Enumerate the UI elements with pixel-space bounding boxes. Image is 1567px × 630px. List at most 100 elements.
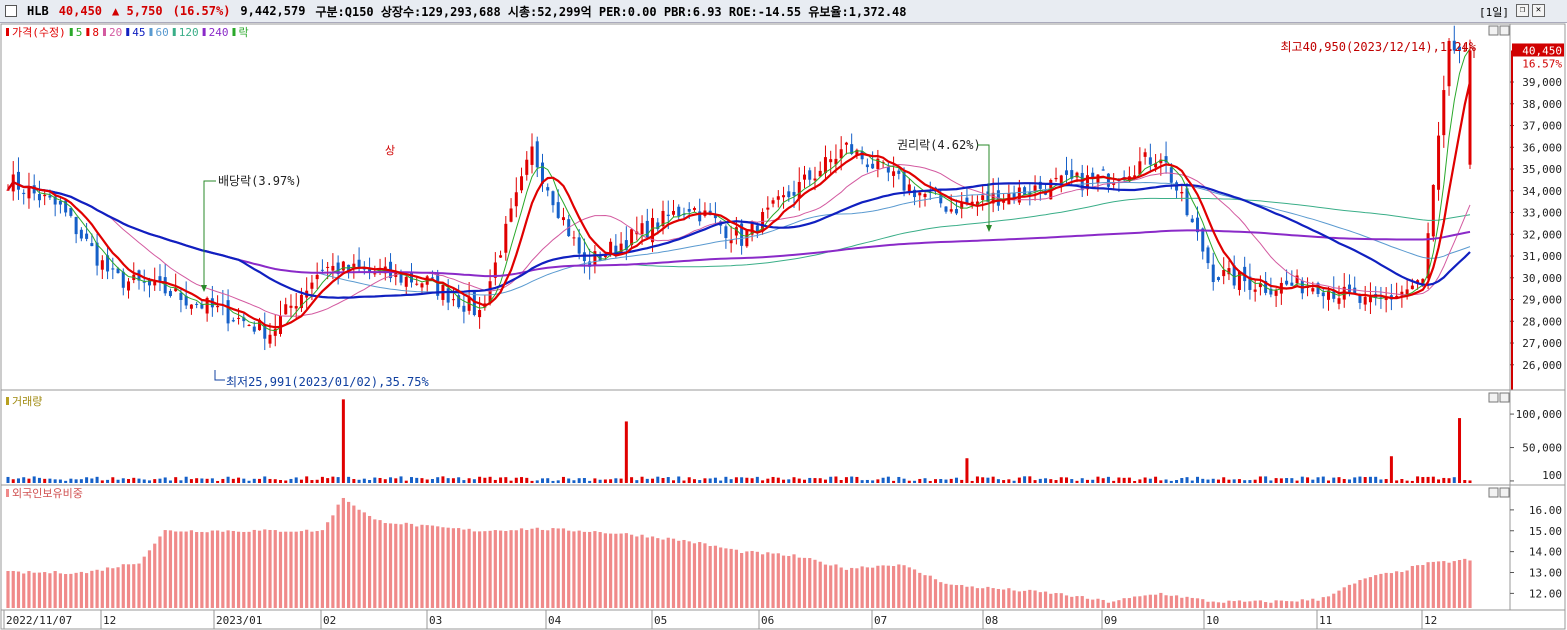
close-icon[interactable]: ✕ xyxy=(1532,4,1545,17)
current-price: 40,450 xyxy=(58,4,103,18)
legend-label-ma45: 45 xyxy=(132,26,145,39)
foreign-bar xyxy=(614,533,618,608)
volume-bar xyxy=(1463,480,1467,483)
price-axis-border xyxy=(1509,23,1566,391)
foreign-bar xyxy=(48,573,52,608)
volume-bar xyxy=(771,476,775,483)
foreign-bar xyxy=(750,550,754,608)
volume-bar xyxy=(237,477,241,483)
x-axis-label: 08 xyxy=(985,614,998,627)
foreign-bar xyxy=(504,531,508,608)
volume-bar xyxy=(1311,479,1315,483)
price-panel-restore-icon[interactable] xyxy=(1488,25,1499,36)
foreign-bar xyxy=(808,558,812,608)
volume-panel-close-icon[interactable] xyxy=(1499,392,1510,403)
volume-bar xyxy=(462,480,466,483)
volume-bar xyxy=(37,477,41,483)
volume-bar xyxy=(1237,479,1241,483)
volume-y-tick-label: 50,000 xyxy=(1522,442,1562,455)
legend-swatch-ma240 xyxy=(202,28,206,36)
period-selector[interactable]: [1일] xyxy=(1479,6,1509,19)
foreign-panel-close-icon[interactable] xyxy=(1499,487,1510,498)
volume-bar xyxy=(336,477,340,483)
volume-bar xyxy=(546,478,550,483)
price-candle xyxy=(1075,172,1079,178)
price-candle xyxy=(724,226,728,238)
foreign-bar xyxy=(1122,598,1126,608)
volume-bar xyxy=(404,480,408,483)
foreign-bar xyxy=(912,569,917,608)
volume-bar xyxy=(803,479,807,483)
foreign-bar xyxy=(509,530,513,608)
foreign-bar xyxy=(1085,598,1090,608)
price-candle xyxy=(457,295,461,308)
price-candle xyxy=(1321,292,1325,297)
foreign-bar xyxy=(567,530,571,608)
price-candle xyxy=(205,297,209,314)
price-candle xyxy=(1447,40,1451,87)
volume-bar xyxy=(572,480,576,483)
foreign-bar xyxy=(1426,562,1430,608)
price-candle xyxy=(782,195,786,198)
foreign-bar xyxy=(1337,590,1341,608)
volume-bar xyxy=(635,480,639,483)
price-candle xyxy=(1421,278,1425,285)
foreign-bar xyxy=(27,571,31,608)
foreign-bar xyxy=(37,572,42,608)
price-candle xyxy=(651,217,655,243)
price-candle xyxy=(1353,287,1357,295)
foreign-bar xyxy=(200,531,204,608)
foreign-bar xyxy=(1295,601,1299,608)
price-candle xyxy=(1463,50,1467,52)
foreign-bar xyxy=(242,531,246,608)
volume-bar xyxy=(1395,480,1399,483)
volume-bar xyxy=(588,480,592,483)
rights-annotation: 권리락(4.62%) xyxy=(897,138,981,152)
price-candle xyxy=(876,158,880,169)
price-candle xyxy=(561,217,565,221)
price-y-tick-label: 29,000 xyxy=(1522,294,1562,307)
volume-bar xyxy=(420,478,424,483)
foreign-y-tick-label: 16.00 xyxy=(1529,504,1562,517)
volume-bar xyxy=(383,479,387,483)
foreign-bar xyxy=(1358,580,1362,608)
price-candle xyxy=(960,202,964,209)
price-candle xyxy=(472,291,476,316)
restore-icon[interactable]: ❐ xyxy=(1516,4,1529,17)
price-candle xyxy=(504,223,508,253)
foreign-bar xyxy=(1201,599,1205,608)
price-candle xyxy=(808,170,812,180)
foreign-bar xyxy=(153,543,157,608)
header-checkbox[interactable] xyxy=(5,5,17,17)
volume-bar xyxy=(263,476,267,483)
volume-bar xyxy=(409,477,413,483)
price-panel-close-icon[interactable] xyxy=(1499,25,1510,36)
volume-bar xyxy=(1442,477,1446,483)
volume-panel-restore-icon[interactable] xyxy=(1488,392,1499,403)
foreign-bar xyxy=(111,568,115,608)
foreign-panel-restore-icon[interactable] xyxy=(1488,487,1499,498)
foreign-bar xyxy=(1468,560,1472,608)
price-candle xyxy=(687,208,691,212)
foreign-bar xyxy=(53,571,57,608)
volume-bar xyxy=(85,477,89,483)
price-candle xyxy=(331,265,335,271)
foreign-bar xyxy=(766,552,770,608)
volume-bar xyxy=(1416,476,1420,483)
price-candle xyxy=(415,283,419,285)
foreign-bar xyxy=(855,568,859,608)
price-candle xyxy=(944,206,948,212)
foreign-bar xyxy=(441,527,445,608)
volume-bar xyxy=(127,479,131,483)
volume-bar xyxy=(577,478,581,483)
price-candle xyxy=(1363,296,1367,305)
volume-bar xyxy=(247,480,251,483)
volume-bar xyxy=(609,479,613,483)
price-candle xyxy=(509,208,513,222)
price-candle xyxy=(1211,264,1215,283)
legend-swatch-ma20 xyxy=(102,28,106,36)
foreign-bar xyxy=(90,570,94,608)
volume-bar xyxy=(1405,480,1409,483)
foreign-bar xyxy=(268,529,272,608)
